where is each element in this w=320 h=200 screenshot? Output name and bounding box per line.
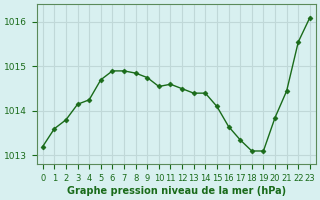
X-axis label: Graphe pression niveau de la mer (hPa): Graphe pression niveau de la mer (hPa) bbox=[67, 186, 286, 196]
